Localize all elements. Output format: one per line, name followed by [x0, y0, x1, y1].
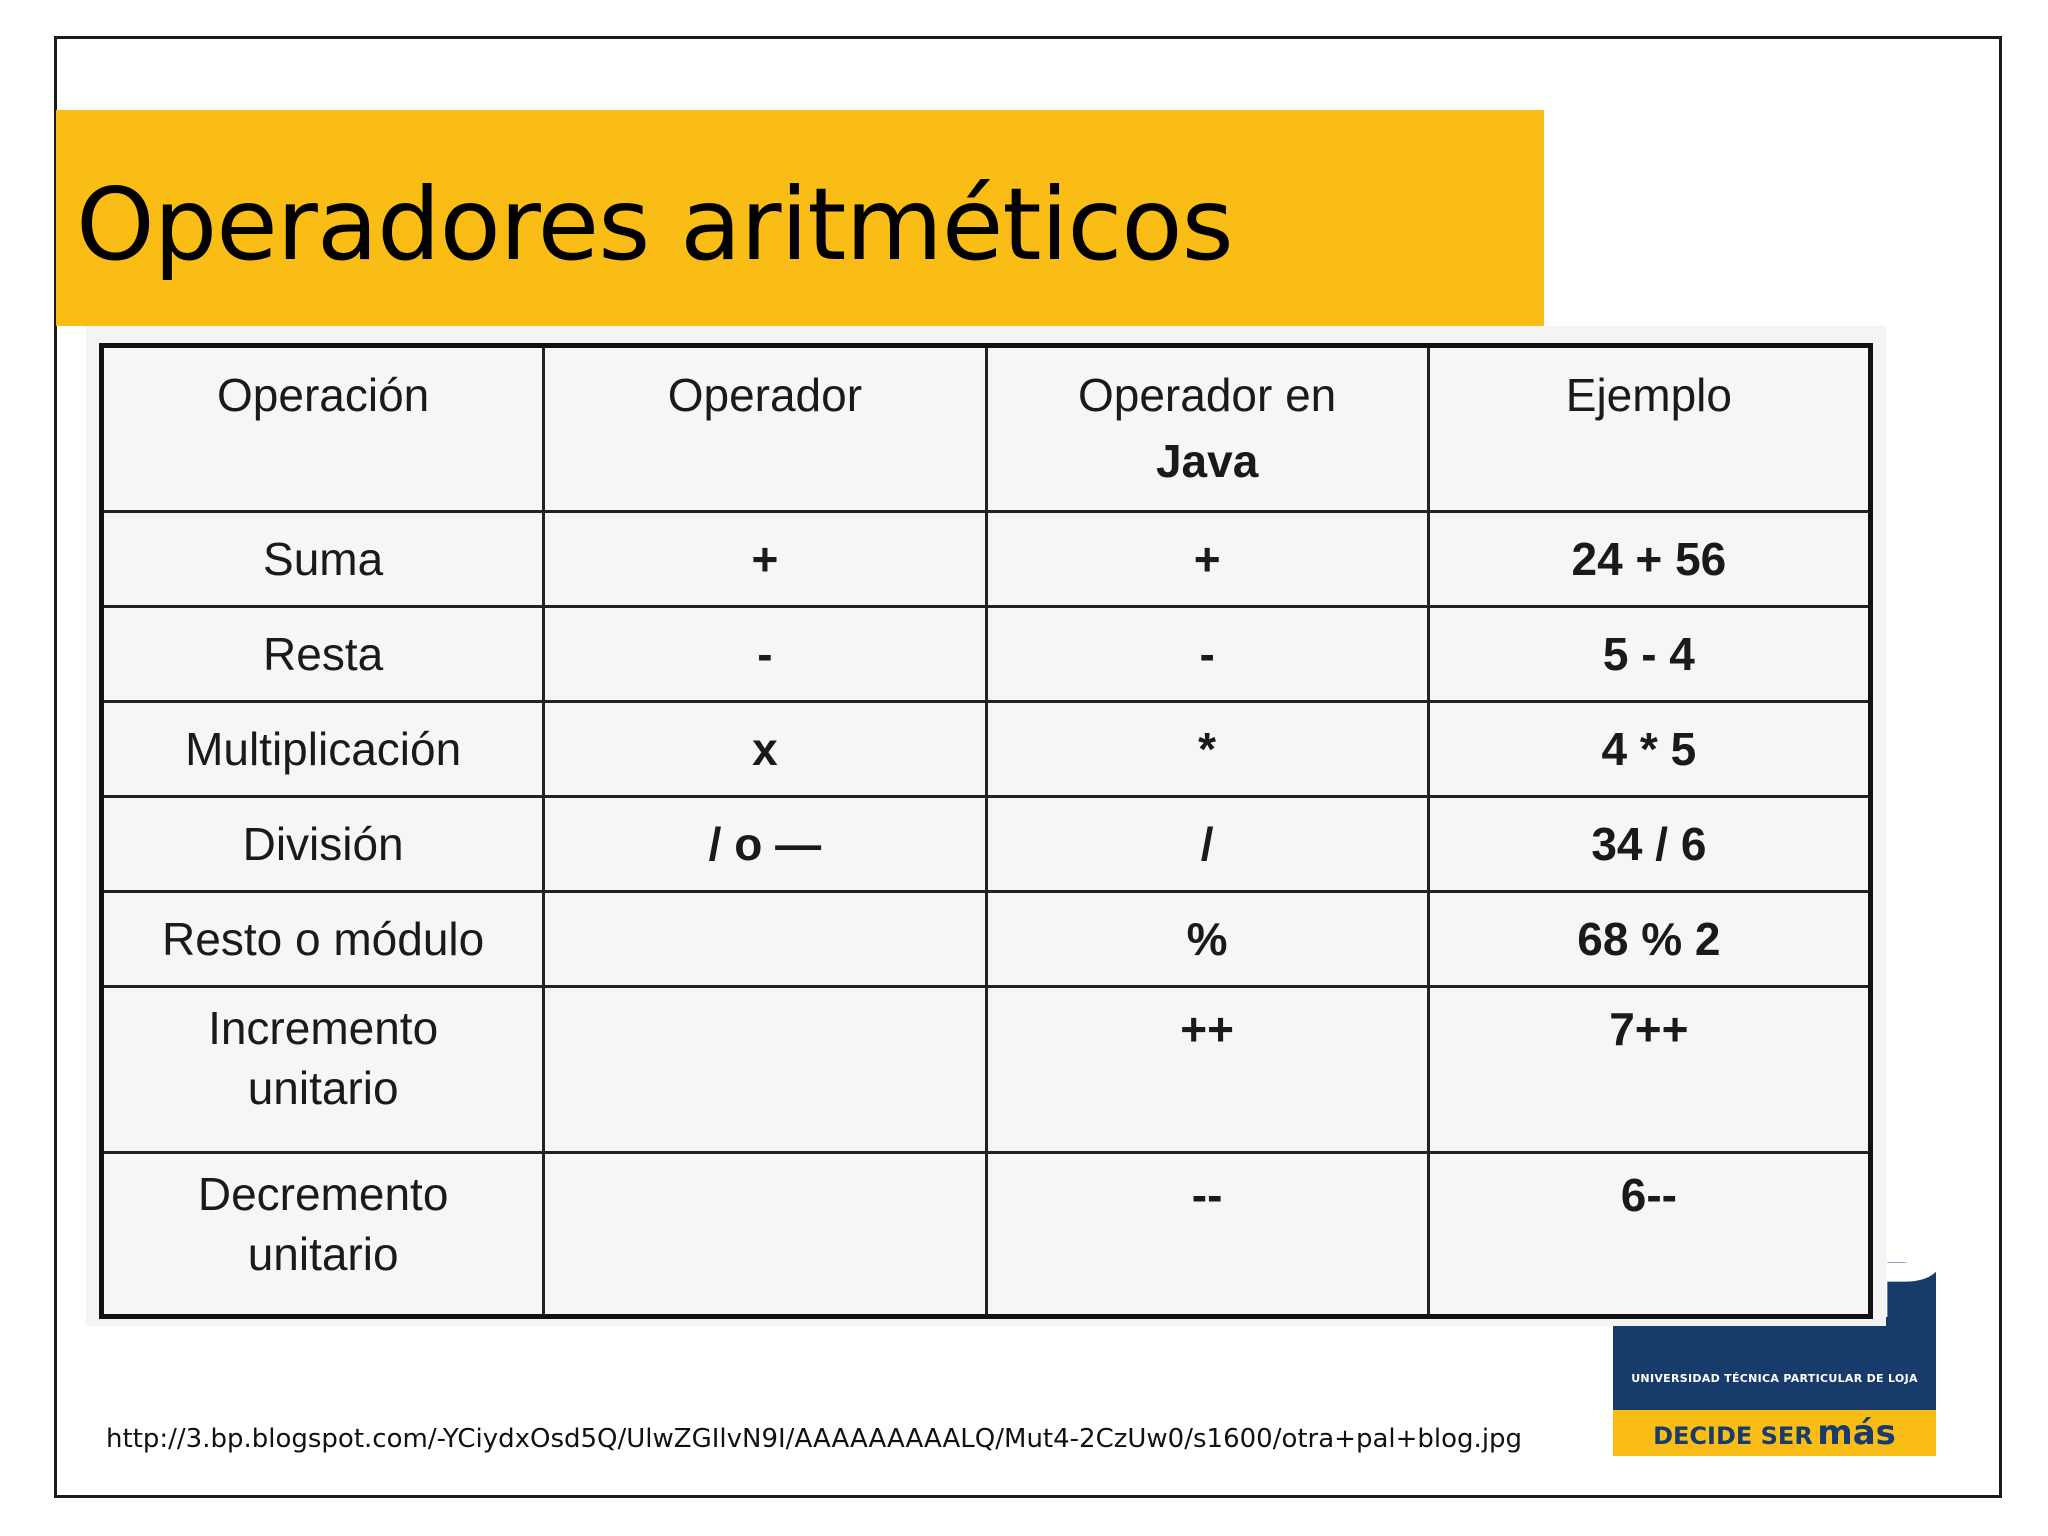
cell-operador: +: [542, 510, 988, 608]
logo-university-name: UNIVERSIDAD TÉCNICA PARTICULAR DE LOJA: [1631, 1372, 1918, 1385]
cell-java: *: [984, 700, 1430, 798]
cell-java: +: [984, 510, 1430, 608]
logo-tagline-decide: DECIDE SER: [1653, 1422, 1813, 1450]
cell-ejemplo: 68 % 2: [1426, 890, 1873, 988]
cell-operador: [542, 890, 988, 988]
table-row: Decremento unitario -- 6--: [99, 1151, 1873, 1318]
header-operador: Operador: [542, 344, 988, 513]
table-row: División / o — / 34 / 6: [99, 795, 1873, 893]
cell-ejemplo: 6--: [1426, 1151, 1873, 1318]
cell-java: %: [984, 890, 1430, 988]
slide-title: Operadores aritméticos: [76, 166, 1234, 283]
operators-table: Operación Operador Operador en Java Ejem…: [99, 343, 1873, 1319]
cell-ejemplo: 34 / 6: [1426, 795, 1873, 893]
logo-tagline-bar: DECIDE SER más: [1613, 1410, 1936, 1456]
cell-operacion: Resto o módulo: [99, 890, 546, 988]
cell-java: -: [984, 605, 1430, 703]
cell-operacion: Incremento unitario: [99, 985, 546, 1154]
cell-operador: x: [542, 700, 988, 798]
header-operador-java: Operador en Java: [984, 344, 1430, 513]
logo-tagline-mas: más: [1817, 1413, 1896, 1453]
cell-operacion-line2: unitario: [247, 1062, 399, 1114]
cell-operacion-line2: unitario: [247, 1228, 399, 1280]
cell-ejemplo: 7++: [1426, 985, 1873, 1154]
cell-java: ++: [984, 985, 1430, 1154]
cell-operador: [542, 985, 988, 1154]
header-java-line2: Java: [1155, 435, 1259, 487]
cell-operacion: Multiplicación: [99, 700, 546, 798]
title-band: Operadores aritméticos: [56, 110, 1544, 326]
table-row: Incremento unitario ++ 7++: [99, 985, 1873, 1154]
cell-ejemplo: 4 * 5: [1426, 700, 1873, 798]
cell-operacion: División: [99, 795, 546, 893]
cell-operador: [542, 1151, 988, 1318]
cell-operacion-line1: Incremento: [208, 1002, 439, 1054]
cell-operacion: Decremento unitario: [99, 1151, 546, 1318]
cell-operacion-line1: Decremento: [197, 1168, 449, 1220]
cell-operador: / o —: [542, 795, 988, 893]
cell-operacion: Suma: [99, 510, 546, 608]
header-ejemplo: Ejemplo: [1426, 344, 1873, 513]
table-header-row: Operación Operador Operador en Java Ejem…: [99, 344, 1873, 513]
cell-operacion: Resta: [99, 605, 546, 703]
cell-java: /: [984, 795, 1430, 893]
cell-operador: -: [542, 605, 988, 703]
cell-ejemplo: 24 + 56: [1426, 510, 1873, 608]
header-java-line1: Operador en: [1077, 369, 1337, 421]
source-url: http://3.bp.blogspot.com/-YCiydxOsd5Q/Ul…: [106, 1424, 1523, 1454]
cell-ejemplo: 5 - 4: [1426, 605, 1873, 703]
cell-java: --: [984, 1151, 1430, 1318]
header-operacion: Operación: [99, 344, 546, 513]
table-row: Multiplicación x * 4 * 5: [99, 700, 1873, 798]
table-row: Resta - - 5 - 4: [99, 605, 1873, 703]
table-row: Suma + + 24 + 56: [99, 510, 1873, 608]
table-row: Resto o módulo % 68 % 2: [99, 890, 1873, 988]
